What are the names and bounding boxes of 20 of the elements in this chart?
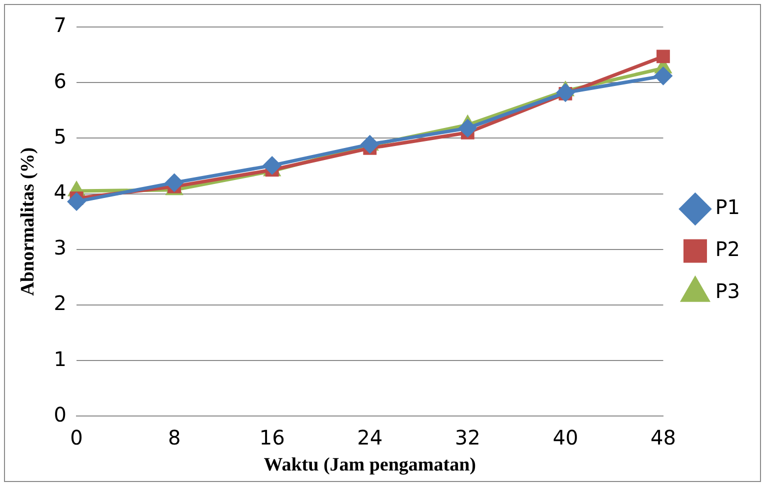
x-tick-label: 32: [454, 425, 480, 450]
y-axis-title: Abnormalitas (%): [17, 147, 38, 296]
x-tick-label: 24: [357, 425, 383, 450]
legend-label: P3: [715, 279, 740, 304]
y-tick-label: 6: [54, 68, 67, 93]
y-tick-label: 0: [54, 402, 67, 426]
y-tick-label: 4: [54, 180, 67, 204]
y-tick-label: 1: [54, 346, 67, 371]
x-tick-label: 48: [650, 425, 676, 450]
x-axis-title: Waktu (Jam pengamatan): [264, 454, 476, 476]
x-tick-label: 8: [168, 425, 181, 450]
y-tick-label: 7: [54, 13, 67, 38]
y-tick-label: 2: [54, 291, 67, 316]
x-tick-label: 16: [259, 425, 285, 450]
x-tick-label: 40: [552, 425, 578, 450]
x-tick-label: 0: [70, 425, 83, 450]
y-tick-label: 3: [54, 236, 67, 260]
legend-label: P1: [715, 195, 740, 220]
y-tick-label: 5: [54, 124, 67, 148]
legend-label: P2: [715, 237, 740, 262]
